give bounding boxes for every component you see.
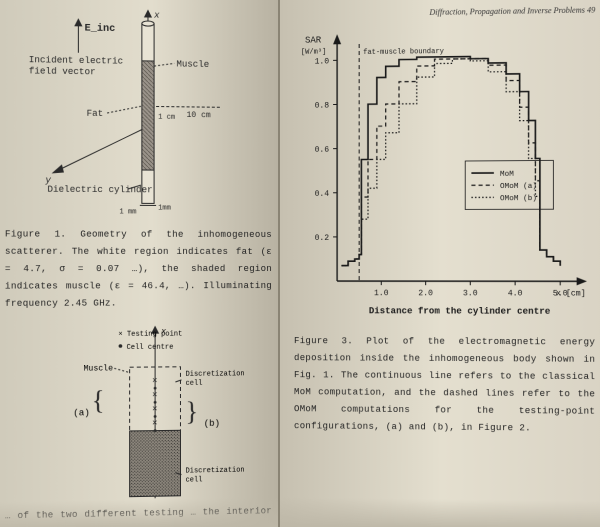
svg-text:4.0: 4.0 [507, 289, 522, 298]
book-spread: xyE_incIncident electricfield vectorMusc… [0, 0, 600, 527]
svg-text:0.2: 0.2 [314, 234, 329, 243]
svg-text:{: { [92, 386, 105, 415]
svg-text:3.0: 3.0 [462, 289, 477, 298]
right-page: Diffraction, Propagation and Inverse Pro… [280, 0, 600, 527]
running-head: Diffraction, Propagation and Inverse Pro… [294, 5, 595, 18]
svg-text:field vector: field vector [29, 65, 96, 77]
figure-3-chart: SAR[W/m³]x [cm]0.20.40.60.81.01.02.03.04… [294, 21, 594, 326]
svg-text:(b): (b) [204, 418, 220, 429]
svg-text:Discretization: Discretization [186, 467, 245, 476]
svg-text:1.0: 1.0 [374, 289, 389, 298]
svg-text:10 cm: 10 cm [187, 111, 211, 120]
svg-text:Fat: Fat [87, 108, 104, 119]
svg-text:[W/m³]: [W/m³] [300, 48, 325, 56]
figure-3-caption: Figure 3. Plot of the electromagnetic en… [294, 333, 595, 439]
svg-text:×: × [152, 418, 157, 429]
svg-text:}: } [186, 398, 199, 427]
svg-text:x: x [153, 10, 160, 21]
figure-2-diagram: x× Testing pointCell centre××××{(a)}(b)M… [32, 322, 246, 506]
svg-text:×: × [152, 390, 157, 401]
svg-text:×: × [152, 404, 157, 415]
svg-text:× Testing point: × Testing point [118, 331, 182, 339]
svg-text:1mm: 1mm [158, 204, 171, 212]
svg-text:OMoM (a): OMoM (a) [500, 183, 537, 191]
svg-text:1.0: 1.0 [314, 57, 329, 66]
svg-text:×: × [152, 376, 157, 387]
svg-text:fat-muscle boundary: fat-muscle boundary [363, 48, 444, 57]
figure-1-caption: Figure 1. Geometry of the inhomogeneous … [5, 226, 272, 313]
svg-text:Discretization: Discretization [186, 371, 245, 379]
svg-text:1 mm: 1 mm [119, 208, 136, 216]
svg-text:Muscle: Muscle [84, 365, 114, 374]
svg-text:Muscle: Muscle [176, 58, 209, 69]
svg-text:SAR: SAR [305, 35, 322, 45]
figure-2-caption-fragment: … of the two different testing … the int… [5, 504, 272, 527]
page-curve-shadow [280, 497, 600, 527]
svg-text:OMoM (b): OMoM (b) [500, 195, 537, 203]
svg-text:cell: cell [186, 477, 203, 485]
svg-text:(a): (a) [73, 408, 90, 419]
svg-text:0.8: 0.8 [314, 102, 329, 111]
svg-text:Cell centre: Cell centre [127, 344, 174, 352]
svg-text:1 cm: 1 cm [158, 114, 175, 122]
figure-1-diagram: xyE_incIncident electricfield vectorMusc… [16, 3, 261, 218]
svg-text:cell: cell [186, 380, 203, 388]
svg-text:2.0: 2.0 [418, 289, 433, 298]
left-page: xyE_incIncident electricfield vectorMusc… [0, 0, 280, 527]
svg-text:Distance from the cylinder cen: Distance from the cylinder centre [368, 306, 550, 317]
svg-text:5.0: 5.0 [552, 289, 567, 298]
svg-text:E_inc: E_inc [85, 22, 116, 35]
svg-text:MoM: MoM [500, 171, 514, 179]
svg-text:Dielectric cylinder: Dielectric cylinder [47, 184, 152, 196]
svg-text:0.6: 0.6 [314, 146, 329, 155]
svg-text:0.4: 0.4 [314, 190, 329, 199]
